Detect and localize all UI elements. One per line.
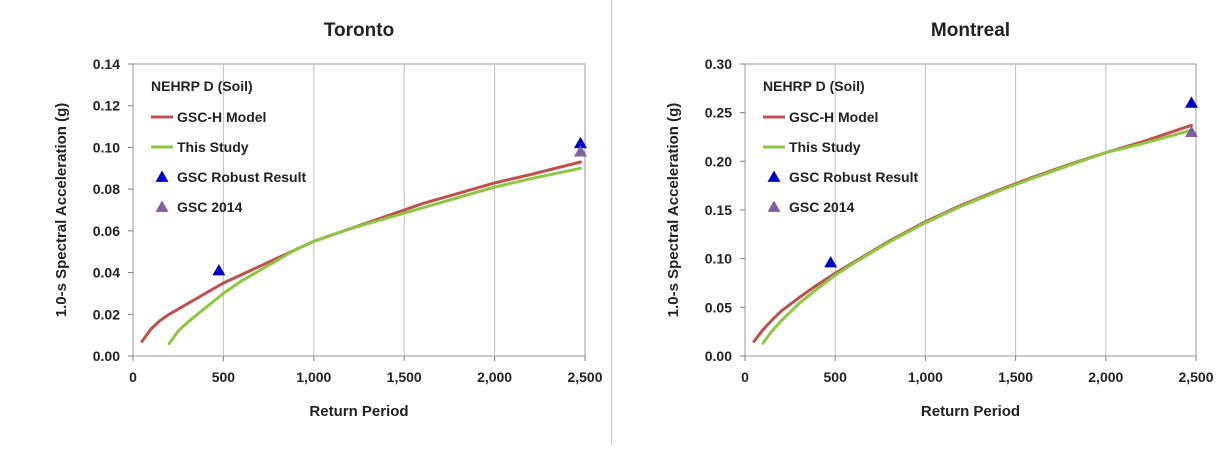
y-tick-label: 0.04 (93, 265, 120, 281)
y-tick-label: 0.02 (93, 306, 120, 322)
x-tick-label: 1,500 (387, 369, 422, 385)
legend-title: NEHRP D (Soil) (151, 78, 253, 94)
montreal-chart: Montreal 0 500 1,000 1,500 2,000 2,500 0.00 0.05… (665, 20, 1214, 420)
x-axis-label: Return Period (309, 403, 408, 420)
series-marker-2 (1184, 96, 1198, 108)
x-axis-label: Return Period (921, 403, 1020, 420)
series-line-1 (167, 166, 582, 345)
chart-title: Montreal (931, 20, 1010, 41)
x-tick-label: 0 (741, 369, 749, 385)
montreal-chart-panel: Montreal 0 500 1,000 1,500 2,000 2,500 0.00 0.05… (613, 0, 1226, 446)
y-tick-label: 0.20 (705, 153, 732, 169)
series-marker-2 (824, 256, 838, 268)
plot-area (132, 63, 586, 357)
legend-swatch (767, 170, 781, 182)
series-marker-2 (573, 136, 587, 149)
x-tick-label: 2,000 (1088, 369, 1123, 385)
y-axis-label: 1.0-s Spectral Acceleration (g) (53, 103, 70, 318)
legend-entry: This Study (177, 139, 249, 155)
series-line-0 (752, 123, 1193, 343)
x-tick-label: 1,000 (908, 369, 943, 385)
y-tick-label: 0.14 (93, 56, 120, 72)
series-line-1 (761, 128, 1193, 345)
legend-title: NEHRP D (Soil) (763, 78, 865, 94)
x-tick-label: 500 (824, 369, 848, 385)
y-tick-label: 0.00 (705, 348, 732, 364)
legend-swatch (767, 200, 781, 212)
legend-entry: GSC Robust Result (789, 169, 918, 185)
y-tick-label: 0.10 (705, 251, 732, 267)
legend-entry: GSC-H Model (177, 109, 266, 125)
legend-entry: GSC 2014 (177, 199, 243, 215)
x-tick-label: 2,500 (1178, 369, 1213, 385)
legend-entry: GSC-H Model (789, 109, 878, 125)
series-marker-3 (573, 145, 587, 157)
panel-divider (611, 0, 612, 446)
y-tick-label: 0.05 (705, 299, 732, 315)
y-tick-label: 0.30 (705, 56, 732, 72)
y-tick-label: 0.15 (705, 202, 732, 218)
y-tick-label: 0.08 (93, 181, 120, 197)
y-tick-label: 0.06 (93, 223, 120, 239)
series-line-0 (140, 160, 582, 343)
series-marker-3 (1184, 125, 1198, 138)
y-tick-label: 0.25 (705, 105, 732, 121)
toronto-chart-panel: Toronto 0 500 1,000 1,500 2,000 2,500 0.00 0.02 0… (0, 0, 613, 446)
y-tick-label: 0.00 (93, 348, 120, 364)
x-tick-label: 2,000 (477, 369, 512, 385)
y-tick-label: 0.12 (93, 98, 120, 114)
x-tick-label: 500 (212, 369, 236, 385)
legend-entry: GSC Robust Result (177, 169, 306, 185)
legend-entry: This Study (789, 139, 861, 155)
x-tick-label: 1,500 (998, 369, 1033, 385)
x-tick-label: 2,500 (567, 369, 602, 385)
chart-title: Toronto (324, 20, 394, 41)
x-tick-label: 1,000 (296, 369, 331, 385)
x-tick-label: 0 (129, 369, 137, 385)
toronto-chart: Toronto 0 500 1,000 1,500 2,000 2,500 0.00 0.02 0… (53, 20, 603, 420)
y-axis-label: 1.0-s Spectral Acceleration (g) (665, 103, 682, 318)
y-tick-label: 0.10 (93, 139, 120, 155)
legend-entry: GSC 2014 (789, 199, 855, 215)
legend-swatch (155, 200, 169, 212)
legend-swatch (155, 170, 169, 182)
series-marker-2 (212, 263, 226, 276)
